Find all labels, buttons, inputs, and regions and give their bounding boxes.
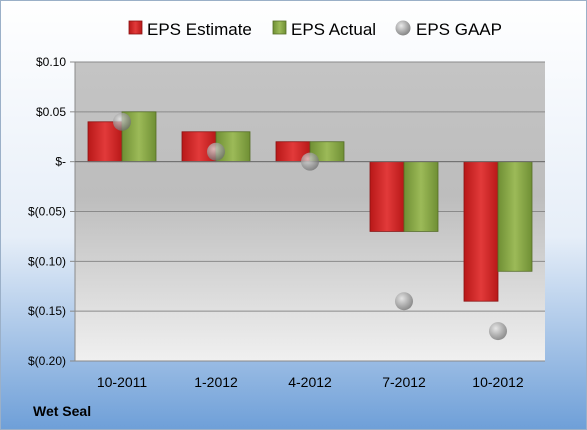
gaap-point [301,152,319,171]
estimate-bar [369,161,405,232]
x-tick-label: 4-2012 [288,374,332,390]
legend-label-actual: EPS Actual [291,20,376,39]
legend-swatch-estimate [128,20,143,35]
legend-label-estimate: EPS Estimate [147,20,252,39]
legend-item-estimate: EPS Estimate [128,20,252,39]
gaap-point [207,142,225,161]
x-axis: 10-2011 1-2012 4-2012 7-2012 10-2012 [97,374,524,390]
legend: EPS Estimate EPS Actual EPS GAAP [128,20,502,39]
gaap-point [113,112,131,131]
legend-swatch-actual [272,20,287,35]
bars [87,111,533,302]
y-tick-label: $0.10 [36,55,66,69]
legend-swatch-gaap [395,20,411,36]
actual-bar [497,161,533,272]
y-tick-label: $(0.20) [28,354,66,368]
y-tick-label: $- [55,155,66,169]
gaap-point [395,292,413,311]
gaap-point [489,322,507,341]
x-tick-label: 1-2012 [194,374,238,390]
estimate-bar [463,161,499,302]
y-tick-label: $(0.10) [28,254,66,268]
legend-item-gaap: EPS GAAP [395,20,502,39]
y-axis: $0.10 $0.05 $- $(0.05) $(0.10) $(0.15) $(0.20) [28,55,76,368]
y-tick-label: $(0.05) [28,205,66,219]
company-name: Wet Seal [33,403,91,419]
y-tick-label: $0.05 [36,105,66,119]
x-tick-label: 10-2012 [472,374,524,390]
actual-bar [403,161,439,232]
x-tick-label: 10-2011 [97,374,148,390]
legend-label-gaap: EPS GAAP [416,20,502,39]
y-tick-label: $(0.15) [28,304,66,318]
legend-item-actual: EPS Actual [272,20,376,39]
x-tick-label: 7-2012 [382,374,426,390]
gaap-points [113,112,507,341]
